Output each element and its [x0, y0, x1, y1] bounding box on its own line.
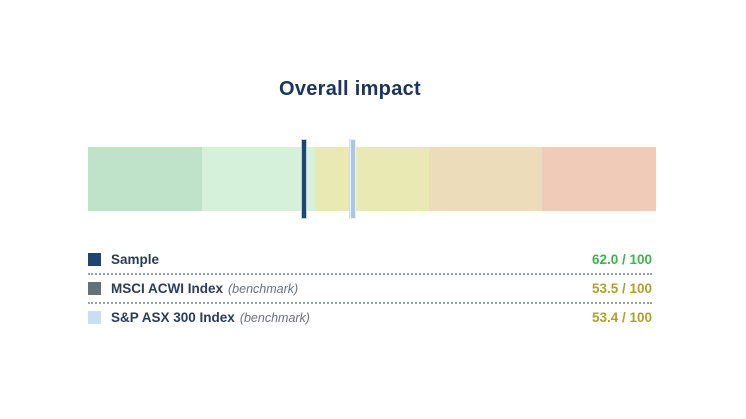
legend-row: Sample 62.0 / 100: [88, 246, 652, 273]
legend-row: S&P ASX 300 Index (benchmark) 53.4 / 100: [88, 302, 652, 331]
legend-swatch: [88, 282, 101, 295]
legend-series-name: MSCI ACWI Index: [111, 281, 224, 296]
score-marker-sample: [300, 139, 307, 219]
legend: Sample 62.0 / 100 MSCI ACWI Index (bench…: [88, 246, 652, 331]
scale-band-5: [542, 147, 656, 211]
scale-band-4: [428, 147, 543, 211]
legend-benchmark-tag: (benchmark): [228, 281, 299, 296]
impact-scale-bar: [88, 139, 656, 219]
legend-series-name: S&P ASX 300 Index: [111, 310, 235, 325]
chart-title: Overall impact: [278, 78, 422, 100]
scale-band-1: [88, 147, 202, 211]
legend-benchmark-tag: (benchmark): [239, 310, 310, 325]
legend-score-value: 62.0 / 100: [591, 252, 652, 267]
legend-swatch: [88, 253, 101, 266]
score-marker-s-p-asx-300-index: [349, 139, 356, 219]
legend-row-label-group: Sample: [88, 252, 164, 267]
legend-series-name: Sample: [111, 252, 160, 267]
legend-row: MSCI ACWI Index (benchmark) 53.5 / 100: [88, 273, 652, 302]
legend-swatch: [88, 311, 101, 324]
legend-row-label-group: MSCI ACWI Index (benchmark): [88, 281, 298, 296]
legend-score-value: 53.4 / 100: [591, 310, 652, 325]
scale-band-2: [201, 147, 316, 211]
legend-row-label-group: S&P ASX 300 Index (benchmark): [88, 310, 310, 325]
legend-score-value: 53.5 / 100: [591, 281, 652, 296]
scale-band-3: [315, 147, 429, 211]
